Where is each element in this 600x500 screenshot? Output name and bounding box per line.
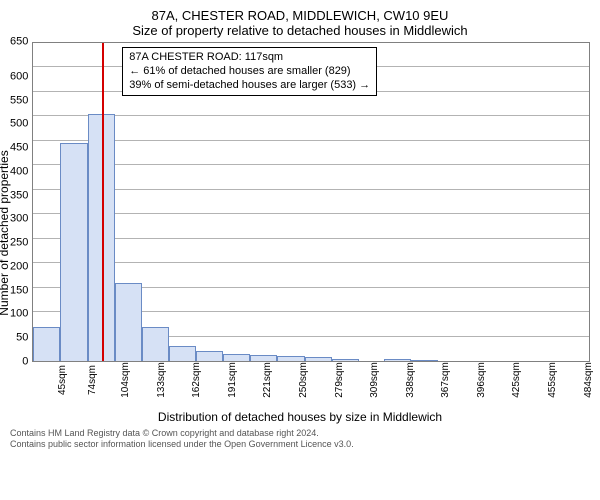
histogram-bar <box>60 143 87 361</box>
histogram-bar <box>196 351 223 361</box>
footer-line1: Contains HM Land Registry data © Crown c… <box>10 428 590 439</box>
plot-area: 87A CHESTER ROAD: 117sqm ← 61% of detach… <box>32 42 590 362</box>
histogram-bar <box>250 355 277 361</box>
chart-container: Number of detached properties 6506005505… <box>10 42 590 424</box>
y-tick: 200 <box>10 261 28 272</box>
y-tick: 0 <box>22 356 28 367</box>
y-tick: 300 <box>10 214 28 225</box>
histogram-bar <box>384 359 411 361</box>
annotation-box: 87A CHESTER ROAD: 117sqm ← 61% of detach… <box>122 47 377 96</box>
annotation-line3: 39% of semi-detached houses are larger (… <box>129 79 370 93</box>
histogram-bar <box>169 346 196 361</box>
y-tick: 400 <box>10 166 28 177</box>
histogram-bar <box>33 327 60 361</box>
y-tick: 100 <box>10 309 28 320</box>
chart-subtitle: Size of property relative to detached ho… <box>10 23 590 38</box>
y-tick: 150 <box>10 285 28 296</box>
y-tick: 650 <box>10 37 28 48</box>
footer-copyright: Contains HM Land Registry data © Crown c… <box>10 428 590 450</box>
annotation-line1: 87A CHESTER ROAD: 117sqm <box>129 51 370 65</box>
annotation-line2: ← 61% of detached houses are smaller (82… <box>129 65 370 79</box>
y-tick: 500 <box>10 119 28 130</box>
y-tick: 450 <box>10 143 28 154</box>
histogram-bar <box>277 356 304 361</box>
x-axis-ticks: 45sqm74sqm104sqm133sqm162sqm191sqm221sqm… <box>42 362 590 406</box>
histogram-bar <box>142 327 169 361</box>
y-tick: 50 <box>16 333 28 344</box>
y-tick: 250 <box>10 238 28 249</box>
histogram-bar <box>332 359 359 361</box>
reference-line <box>102 43 104 361</box>
histogram-bar <box>305 357 332 361</box>
histogram-bar <box>411 360 438 361</box>
x-tick: 484sqm <box>582 362 600 398</box>
y-tick: 600 <box>10 71 28 82</box>
x-axis-label: Distribution of detached houses by size … <box>10 410 590 424</box>
y-tick: 550 <box>10 95 28 106</box>
y-axis-ticks: 650600550500450400350300250200150100500 <box>10 42 32 362</box>
histogram-bar <box>115 283 142 361</box>
footer-line2: Contains public sector information licen… <box>10 439 590 450</box>
histogram-bar <box>223 354 250 361</box>
y-tick: 350 <box>10 190 28 201</box>
chart-title: 87A, CHESTER ROAD, MIDDLEWICH, CW10 9EU <box>10 8 590 23</box>
